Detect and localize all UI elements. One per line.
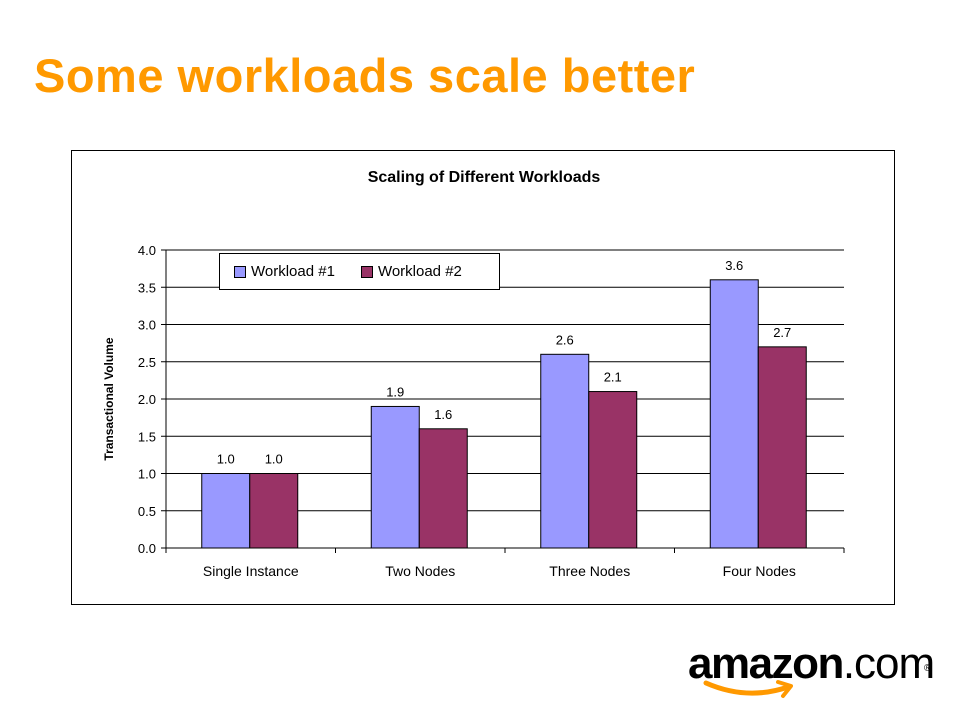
registered-mark: ® [924, 663, 932, 674]
data-label: 3.6 [725, 258, 743, 273]
x-category-label: Two Nodes [385, 563, 455, 579]
chart-title: Scaling of Different Workloads [368, 169, 601, 186]
bar-2-2 [418, 428, 468, 549]
bar-2-4 [757, 346, 807, 549]
data-label: 2.1 [604, 370, 622, 385]
y-tick-label: 1.0 [138, 467, 156, 482]
data-label: 1.0 [265, 452, 283, 467]
chart-legend: Workload #1 Workload #2 [219, 253, 500, 290]
y-tick-label: 3.5 [138, 280, 156, 295]
legend-swatch-workload-2 [360, 265, 373, 278]
logo-suffix: .com [842, 639, 935, 688]
data-label: 2.6 [556, 332, 574, 347]
data-label: 1.6 [434, 407, 452, 422]
logo-word: amazon [688, 639, 844, 688]
y-tick-label: 4.0 [138, 243, 156, 258]
y-tick-label: 2.5 [138, 355, 156, 370]
legend-label-workload-1: Workload #1 [251, 263, 335, 280]
y-tick-label: 2.0 [138, 392, 156, 407]
x-category-label: Single Instance [203, 563, 299, 579]
smile-arrow-icon [703, 680, 793, 698]
legend-label-workload-2: Workload #2 [377, 263, 462, 280]
bar-1-4 [709, 279, 759, 549]
legend-swatch-workload-1 [234, 265, 246, 278]
bar-2-3 [588, 391, 638, 549]
y-tick-label: 0.5 [138, 504, 156, 519]
amazon-logo: amazon.com ® [688, 639, 938, 703]
data-label: 1.9 [386, 384, 404, 399]
data-label: 1.0 [217, 452, 235, 467]
slide-title: Some workloads scale better [34, 49, 696, 102]
x-category-label: Four Nodes [723, 563, 796, 579]
bar-1-1 [201, 473, 251, 549]
y-tick-label: 3.0 [138, 318, 156, 333]
logo-wordmark: amazon.com [688, 639, 935, 689]
bar-2-1 [249, 473, 299, 549]
data-label: 2.7 [773, 325, 791, 340]
bar-1-2 [370, 405, 420, 549]
bar-1-3 [540, 353, 590, 549]
legend-item-workload-2: Workload #2 [360, 263, 462, 280]
x-category-label: Three Nodes [549, 563, 630, 579]
legend-item-workload-1: Workload #1 [234, 263, 335, 280]
y-axis-label: Transactional Volume [102, 337, 116, 460]
y-tick-label: 0.0 [138, 541, 156, 556]
y-tick-label: 1.5 [138, 429, 156, 444]
